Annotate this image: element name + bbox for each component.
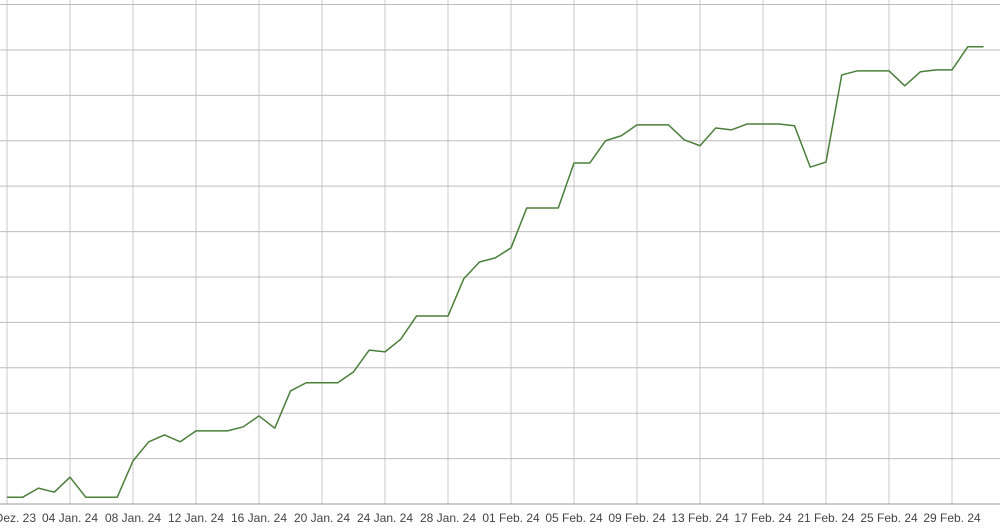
x-tick-label: 04 Jan. 24 — [42, 511, 98, 525]
x-tick-label: 16 Jan. 24 — [231, 511, 287, 525]
x-tick-label: 01 Feb. 24 — [482, 511, 540, 525]
x-tick-label: 28 Jan. 24 — [420, 511, 476, 525]
line — [7, 46, 984, 498]
x-tick-label: 08 Jan. 24 — [105, 511, 161, 525]
x-tick-label: 29 Feb. 24 — [923, 511, 981, 525]
x-tick-label: 13 Feb. 24 — [671, 511, 729, 525]
x-tick-label: 17 Feb. 24 — [734, 511, 792, 525]
x-tick-label: 05 Feb. 24 — [545, 511, 603, 525]
x-tick-label: 20 Jan. 24 — [294, 511, 350, 525]
x-tick-label: 09 Feb. 24 — [608, 511, 666, 525]
x-tick-label: 21 Feb. 24 — [797, 511, 855, 525]
x-tick-label: 25 Feb. 24 — [860, 511, 918, 525]
x-tick-label: 31 Dez. 23 — [0, 511, 36, 525]
x-tick-label: 12 Jan. 24 — [168, 511, 224, 525]
x-tick-label: 24 Jan. 24 — [357, 511, 413, 525]
